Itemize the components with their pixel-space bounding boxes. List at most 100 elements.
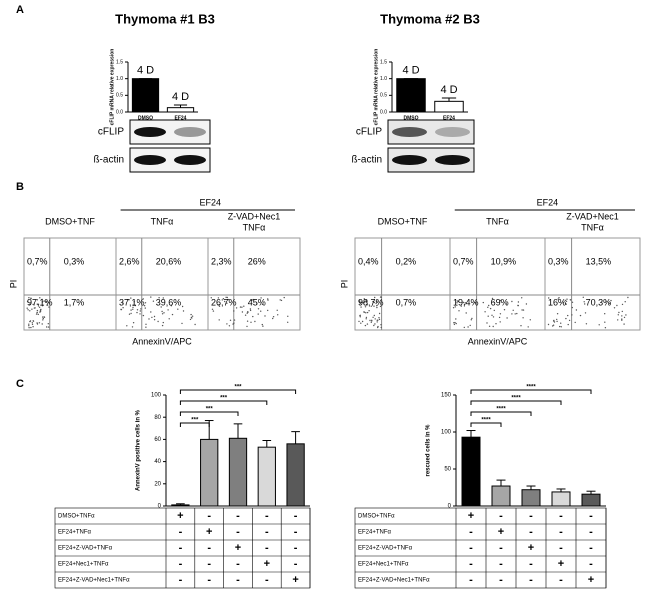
event-dot <box>120 308 123 311</box>
table-cell: + <box>264 558 270 570</box>
event-dot <box>283 296 285 299</box>
event-dot <box>145 326 147 328</box>
event-dot <box>564 299 567 302</box>
bar <box>461 436 481 507</box>
event-dot <box>218 304 220 306</box>
quadrant-value: 0,2% <box>396 256 417 266</box>
quadrant-value: 13,5% <box>586 256 612 266</box>
event-dot <box>491 297 494 300</box>
y-axis-label: cFLIP mRNA relative expression <box>109 49 115 126</box>
event-dot <box>130 297 132 299</box>
event-dot <box>521 297 523 299</box>
event-dot <box>527 326 529 328</box>
table-cell: + <box>528 542 534 554</box>
event-dot <box>134 304 136 307</box>
event-dot <box>380 324 382 326</box>
event-dot <box>29 303 31 305</box>
event-dot <box>267 298 269 300</box>
significance-bracket <box>470 400 562 405</box>
table-cell: - <box>559 574 563 586</box>
event-dot <box>162 297 164 299</box>
table-cell: + <box>292 574 298 586</box>
significance-bracket <box>179 400 268 405</box>
significance-bracket <box>470 389 592 394</box>
event-dot <box>267 299 269 301</box>
event-dot <box>31 322 33 324</box>
event-dot <box>366 323 369 325</box>
blot-label: ß-actin <box>93 155 124 166</box>
y-tick-label: 150 <box>441 393 452 399</box>
event-dot <box>38 306 41 308</box>
event-dot <box>567 314 569 317</box>
x-axis-label: AnnexinV/APC <box>132 336 192 346</box>
event-dot <box>376 305 378 307</box>
event-dot <box>553 321 556 323</box>
event-dot <box>470 319 472 321</box>
event-dot <box>369 319 371 322</box>
quadrant-value: 0,7% <box>27 256 48 266</box>
event-dot <box>36 323 39 325</box>
event-dot <box>157 320 159 323</box>
event-dot <box>516 312 518 315</box>
event-dot <box>363 298 365 300</box>
event-dot <box>31 308 33 310</box>
bar <box>257 446 276 507</box>
event-dot <box>605 300 607 302</box>
event-dot <box>32 320 34 322</box>
event-dot <box>260 297 262 299</box>
table-cell: - <box>529 510 533 522</box>
event-dot <box>26 307 28 309</box>
table-cell: + <box>177 510 183 522</box>
event-dot <box>144 307 146 309</box>
table-cell: + <box>468 510 474 522</box>
event-dot <box>365 316 368 319</box>
y-tick-label: 0.5 <box>116 93 123 99</box>
event-dot <box>37 313 39 316</box>
blot-band <box>134 155 166 165</box>
table-cell: - <box>265 526 269 538</box>
row-label: EF24+Z-VAD+TNFα <box>358 546 413 552</box>
event-dot <box>359 301 361 303</box>
event-dot <box>140 308 142 310</box>
event-dot <box>122 302 124 304</box>
event-dot <box>567 323 569 326</box>
event-dot <box>525 303 528 305</box>
event-dot <box>27 309 29 311</box>
event-dot <box>249 308 252 310</box>
event-dot <box>29 320 31 323</box>
event-dot <box>582 296 584 298</box>
quadrant-value: 2,6% <box>119 256 140 266</box>
event-dot <box>366 311 369 314</box>
event-dot <box>287 315 289 317</box>
significance-label: *** <box>234 385 242 391</box>
table-cell: - <box>236 558 240 570</box>
bar <box>551 491 571 507</box>
blot-band <box>174 127 206 137</box>
row-label: DMSO+TNFα <box>58 514 95 520</box>
event-dot <box>153 315 156 318</box>
row-label: EF24+Z-VAD+Nec1+TNFα <box>58 578 130 584</box>
event-dot <box>452 307 455 309</box>
event-dot <box>377 319 379 321</box>
event-dot <box>142 314 145 317</box>
chart-title: Thymoma #2 B3 <box>380 11 480 26</box>
column-header: DMSO+TNF <box>45 216 95 226</box>
event-dot <box>484 311 486 313</box>
quadrant-value: 0,7% <box>396 297 417 307</box>
event-dot <box>374 323 376 325</box>
event-dot <box>365 318 367 320</box>
row-label: DMSO+TNFα <box>358 514 395 520</box>
bar <box>581 493 601 507</box>
table-cell: + <box>588 574 594 586</box>
event-dot <box>133 304 135 306</box>
event-dot <box>163 312 165 314</box>
group-label: EF24 <box>537 197 559 207</box>
event-dot <box>552 324 555 326</box>
event-dot <box>36 299 39 301</box>
group-label: EF24 <box>200 197 222 207</box>
event-dot <box>218 305 221 307</box>
table-cell: - <box>559 510 563 522</box>
event-dot <box>26 301 29 303</box>
event-dot <box>365 304 368 306</box>
table-cell: - <box>529 526 533 538</box>
